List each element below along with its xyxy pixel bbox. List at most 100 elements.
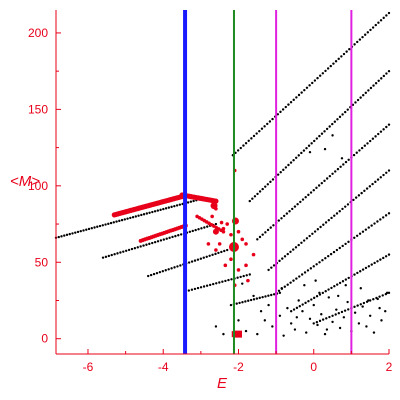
point-s0-b10-33 <box>384 255 388 258</box>
point-s0-b7-13 <box>291 207 294 211</box>
point-s0-b6-7 <box>266 183 270 186</box>
point-s0-b8-0 <box>267 268 270 272</box>
point-s0-b11-3 <box>321 318 325 321</box>
point-s0-b8-23 <box>330 216 333 220</box>
point-s0-b7-6 <box>272 224 275 227</box>
point-s0-b9-4 <box>286 283 289 286</box>
point-s0-b6-14 <box>284 166 288 169</box>
point-s0-b1-34 <box>200 227 203 230</box>
point-s0-b4-0 <box>229 303 233 307</box>
point-s0-b10-3 <box>298 304 302 308</box>
point-s0-b0-25 <box>123 218 127 221</box>
point-s0-b8-2 <box>272 264 276 267</box>
point-s0-b7-1 <box>258 235 262 239</box>
point-s0-b8-21 <box>324 221 328 224</box>
point-s0-b9-36 <box>379 218 382 221</box>
point-s0-b6-50 <box>377 79 380 82</box>
point-s0-b5-35 <box>324 69 327 73</box>
point-s0-b1-1 <box>104 255 108 259</box>
point-s0-b6-31 <box>328 125 331 128</box>
point-s0-x42 <box>259 309 263 313</box>
point-s0-x39 <box>359 287 362 290</box>
point-s0-b7-49 <box>387 123 391 126</box>
point-s0-b9-31 <box>364 228 368 231</box>
point-s0-b9-33 <box>370 224 373 227</box>
point-s0-b1-25 <box>174 234 177 238</box>
point-s0-b1-32 <box>194 228 197 232</box>
point-s0-b7-29 <box>334 170 337 173</box>
point-s0-x35 <box>280 287 283 290</box>
point-s0-b0-17 <box>101 224 104 227</box>
point-s0-x15 <box>320 313 323 316</box>
point-s0-b10-6 <box>307 300 310 303</box>
point-s0-b9-23 <box>341 244 344 248</box>
point-s0-b3-19 <box>242 274 245 278</box>
point-s0-b1-4 <box>113 253 116 256</box>
point-s0-b5-23 <box>292 98 295 102</box>
point-s0-x22 <box>346 300 349 304</box>
point-s0-b1-10 <box>130 247 134 251</box>
point-s0-b0-34 <box>148 211 151 214</box>
point-s0-b6-0 <box>248 199 251 203</box>
point-s0-b5-10 <box>258 129 261 133</box>
point-s0-b6-20 <box>300 151 303 155</box>
point-s0-b10-25 <box>361 268 365 271</box>
point-s0-b8-20 <box>322 223 325 226</box>
point-s0-b7-36 <box>352 153 356 157</box>
point-s0-x26 <box>361 305 364 308</box>
point-s0-b1-20 <box>159 239 163 242</box>
point-s0-b11-21 <box>378 295 381 298</box>
point-s0-b10-7 <box>310 298 313 301</box>
point-s0-b5-53 <box>371 26 375 29</box>
axes: -6 -4 -2 0 2 0 50 100 150 200 <box>28 10 393 374</box>
point-s0-b11-16 <box>362 301 366 305</box>
point-s0-b0-36 <box>153 210 157 213</box>
point-s0-b2-11 <box>179 264 182 267</box>
point-s0-b6-38 <box>346 108 349 111</box>
point-s0-b8-7 <box>286 252 289 256</box>
point-s0-b2-22 <box>211 253 214 257</box>
point-s0-b9-29 <box>358 232 362 235</box>
point-s0-b11-7 <box>334 313 337 316</box>
point-s0-b10-16 <box>336 283 339 286</box>
point-s0-x2 <box>263 319 267 322</box>
point-s0-b6-53 <box>385 72 388 75</box>
point-s0-b2-6 <box>164 269 167 272</box>
point-s0-b5-49 <box>361 35 364 39</box>
point-s0-b1-7 <box>122 250 125 253</box>
point-s0-x13 <box>312 303 315 307</box>
point-s0-b9-5 <box>289 281 292 284</box>
y-tick-label-2: 100 <box>28 179 48 193</box>
point-s0-b7-31 <box>339 165 342 168</box>
point-s0-b6-15 <box>287 163 290 167</box>
point-s0-b4-11 <box>261 295 264 299</box>
point-s0-x8 <box>293 328 297 331</box>
point-s0-b0-18 <box>104 223 107 226</box>
point-s0-b5-7 <box>250 137 253 140</box>
point-s0-b5-21 <box>287 103 290 106</box>
point-s0-b6-16 <box>289 161 293 164</box>
x-tick-label-4: 2 <box>386 360 393 374</box>
point-s0-b11-14 <box>356 304 359 307</box>
point-s1-x3 <box>225 222 230 226</box>
y-axis-label: <M> <box>10 173 40 190</box>
point-s0-x49 <box>385 291 389 295</box>
point-s1-x18 <box>246 278 250 283</box>
point-s0-b0-33 <box>145 212 149 215</box>
point-s0-b2-2 <box>152 272 156 276</box>
point-s0-b2-10 <box>176 265 179 268</box>
point-s0-b8-40 <box>376 178 380 181</box>
point-s0-b6-47 <box>369 86 373 90</box>
point-s0-b9-27 <box>353 236 356 240</box>
point-s0-b0-37 <box>156 209 160 212</box>
point-s0-b1-22 <box>165 237 168 240</box>
point-s0-b6-23 <box>307 144 311 147</box>
point-s0-b11-4 <box>325 317 328 320</box>
point-s0-b9-9 <box>300 273 304 276</box>
point-s0-b6-24 <box>310 142 313 145</box>
point-s0-b7-37 <box>355 151 358 154</box>
point-s0-b9-24 <box>344 242 347 246</box>
point-s0-b5-42 <box>342 52 346 56</box>
point-s0-x17 <box>327 296 330 299</box>
point-s0-b6-3 <box>256 192 259 196</box>
